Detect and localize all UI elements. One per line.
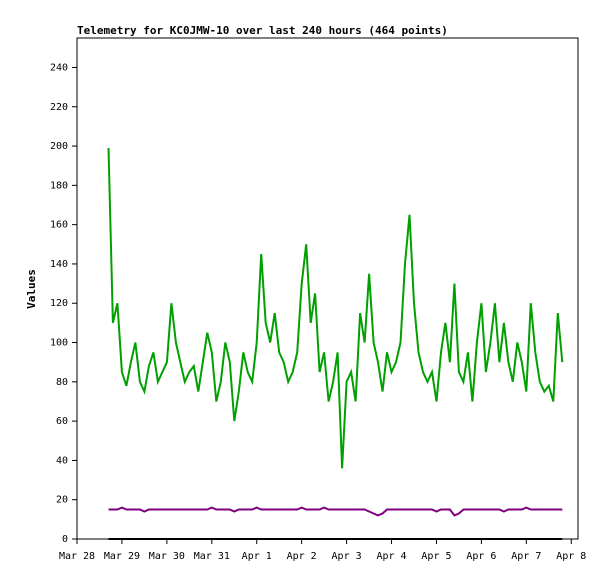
series-line: [108, 506, 563, 517]
x-tick-label: Apr 4: [376, 551, 406, 562]
y-tick-label: 180: [50, 180, 68, 191]
x-tick-label: Apr 7: [511, 551, 541, 562]
x-tick-label: Apr 2: [287, 551, 317, 562]
plot-frame: [76, 37, 579, 540]
x-tick-label: Mar 31: [194, 551, 230, 562]
y-tick-label: 80: [56, 377, 68, 388]
y-tick-label: 200: [50, 141, 68, 152]
x-tick-label: Apr 6: [466, 551, 496, 562]
y-tick-label: 160: [50, 220, 68, 231]
y-tick-label: 60: [56, 416, 68, 427]
y-tick-label: 120: [50, 298, 68, 309]
x-tick-label: Apr 1: [242, 551, 272, 562]
y-tick-label: 220: [50, 102, 68, 113]
x-tick-label: Mar 29: [104, 551, 140, 562]
y-tick-label: 240: [50, 62, 68, 73]
y-tick-label: 20: [56, 495, 68, 506]
chart-title: Telemetry for KC0JMW-10 over last 240 ho…: [77, 24, 448, 37]
x-tick-label: Apr 8: [556, 551, 586, 562]
x-tick-label: Mar 28: [59, 551, 95, 562]
y-tick-label: 100: [50, 338, 68, 349]
x-tick-label: Apr 3: [332, 551, 362, 562]
series-line: [107, 147, 564, 469]
x-tick-label: Mar 30: [149, 551, 185, 562]
y-tick-label: 40: [56, 455, 68, 466]
y-tick-label: 0: [62, 534, 68, 545]
x-tick-label: Apr 5: [421, 551, 451, 562]
y-axis-label: Values: [25, 269, 38, 309]
y-tick-label: 140: [50, 259, 68, 270]
